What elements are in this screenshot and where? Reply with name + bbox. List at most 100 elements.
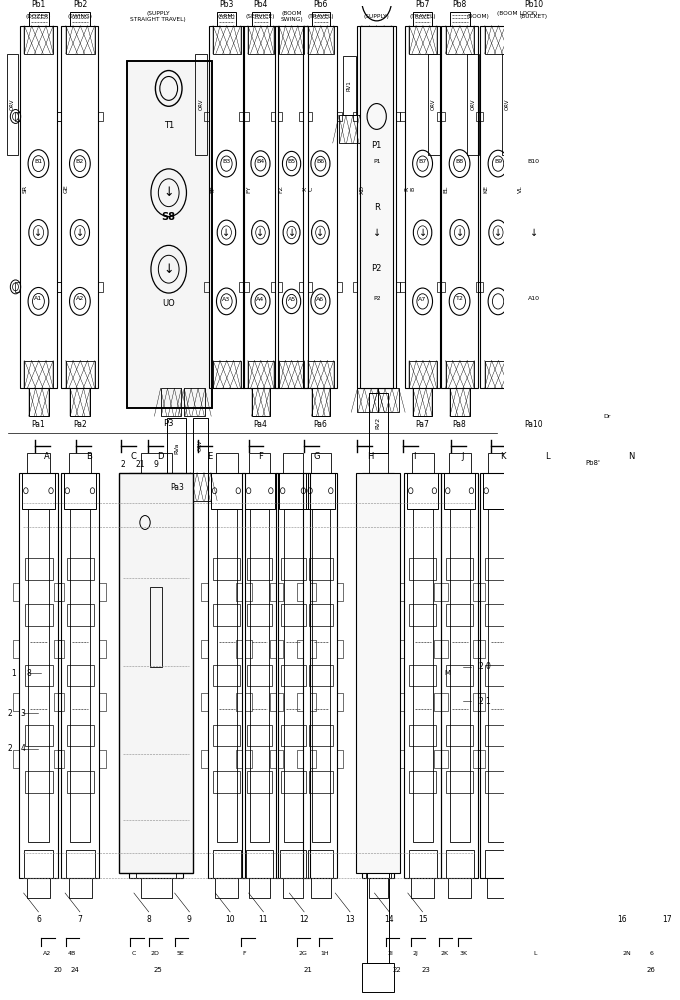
Text: A4: A4 bbox=[256, 297, 265, 302]
Bar bbox=[553, 583, 560, 601]
Bar bbox=[478, 583, 485, 601]
Bar bbox=[358, 26, 396, 388]
Text: 17: 17 bbox=[662, 915, 672, 924]
Text: R
B: R B bbox=[405, 187, 415, 191]
Bar bbox=[27, 878, 50, 898]
Bar bbox=[622, 771, 649, 793]
Bar bbox=[57, 112, 61, 121]
Bar bbox=[245, 640, 252, 658]
Text: F: F bbox=[258, 452, 263, 461]
Text: 20: 20 bbox=[54, 967, 63, 973]
Bar bbox=[280, 850, 305, 878]
Bar bbox=[409, 604, 436, 626]
Bar bbox=[67, 665, 94, 686]
Bar bbox=[119, 473, 193, 873]
Text: Pb4: Pb4 bbox=[253, 0, 268, 9]
Bar bbox=[369, 453, 388, 473]
Bar bbox=[441, 693, 447, 711]
Bar bbox=[282, 725, 305, 746]
Text: 2K: 2K bbox=[441, 951, 449, 956]
Bar bbox=[29, 388, 49, 416]
Bar bbox=[277, 750, 284, 768]
Bar bbox=[54, 640, 61, 658]
Bar bbox=[444, 473, 475, 509]
Bar bbox=[204, 282, 209, 292]
Bar bbox=[58, 750, 65, 768]
Bar bbox=[217, 509, 237, 842]
Bar bbox=[397, 583, 404, 601]
Bar bbox=[137, 771, 175, 793]
Bar bbox=[24, 361, 53, 388]
Bar bbox=[409, 850, 437, 878]
Bar bbox=[654, 640, 661, 658]
Text: (BUCKET): (BUCKET) bbox=[520, 14, 547, 19]
Bar bbox=[362, 963, 394, 992]
Text: 5E: 5E bbox=[176, 951, 184, 956]
Text: Pb1: Pb1 bbox=[31, 0, 46, 9]
Bar bbox=[449, 878, 471, 898]
Bar bbox=[337, 112, 342, 121]
Bar bbox=[211, 473, 242, 509]
Text: L: L bbox=[534, 951, 537, 956]
Bar bbox=[365, 473, 392, 509]
Bar bbox=[552, 112, 556, 121]
Bar bbox=[309, 558, 333, 580]
Text: J: J bbox=[461, 452, 464, 461]
Text: A5: A5 bbox=[288, 297, 296, 302]
Bar bbox=[303, 26, 337, 388]
Bar bbox=[284, 453, 303, 473]
Bar bbox=[271, 112, 275, 121]
Text: ↓: ↓ bbox=[288, 227, 296, 237]
Bar bbox=[247, 725, 272, 746]
Bar bbox=[441, 26, 478, 388]
Text: ↓: ↓ bbox=[256, 227, 265, 237]
Bar bbox=[407, 473, 438, 509]
Text: B10: B10 bbox=[528, 159, 540, 164]
Text: L: L bbox=[545, 452, 549, 461]
Bar bbox=[485, 26, 512, 54]
Bar bbox=[476, 112, 480, 121]
Bar bbox=[183, 583, 192, 601]
Bar bbox=[435, 583, 441, 601]
Bar bbox=[508, 640, 514, 658]
Text: 4B: 4B bbox=[67, 951, 75, 956]
Bar bbox=[394, 583, 400, 601]
Bar bbox=[67, 558, 94, 580]
Bar bbox=[247, 604, 272, 626]
Bar bbox=[58, 693, 65, 711]
Text: Pb3: Pb3 bbox=[219, 0, 234, 9]
Bar bbox=[61, 26, 99, 388]
Bar bbox=[311, 878, 330, 898]
Bar bbox=[362, 26, 392, 54]
Bar bbox=[478, 640, 485, 658]
Bar bbox=[358, 388, 378, 412]
Text: 8: 8 bbox=[146, 915, 151, 924]
Text: ↓: ↓ bbox=[418, 227, 426, 237]
Bar bbox=[54, 750, 61, 768]
Bar bbox=[488, 509, 509, 842]
Bar bbox=[413, 12, 432, 26]
Bar bbox=[516, 282, 520, 292]
Text: ↓: ↓ bbox=[163, 186, 174, 199]
Bar bbox=[609, 693, 616, 711]
Bar bbox=[58, 640, 65, 658]
Bar bbox=[216, 878, 237, 898]
Bar bbox=[478, 693, 485, 711]
Bar bbox=[66, 26, 95, 54]
Bar bbox=[120, 583, 129, 601]
Bar bbox=[243, 26, 277, 388]
Bar bbox=[357, 750, 362, 768]
Text: B1: B1 bbox=[35, 159, 43, 164]
Text: Dr: Dr bbox=[603, 414, 611, 419]
Text: A2: A2 bbox=[75, 296, 84, 301]
Text: (SERVICE): (SERVICE) bbox=[245, 14, 275, 19]
Text: 14: 14 bbox=[384, 915, 394, 924]
Text: 24: 24 bbox=[70, 967, 79, 973]
Text: P2: P2 bbox=[373, 296, 381, 301]
Text: 26: 26 bbox=[646, 967, 655, 973]
Text: FY: FY bbox=[246, 185, 251, 193]
Bar bbox=[99, 750, 106, 768]
Bar bbox=[515, 26, 552, 388]
Bar bbox=[236, 750, 242, 768]
Bar bbox=[622, 558, 649, 580]
